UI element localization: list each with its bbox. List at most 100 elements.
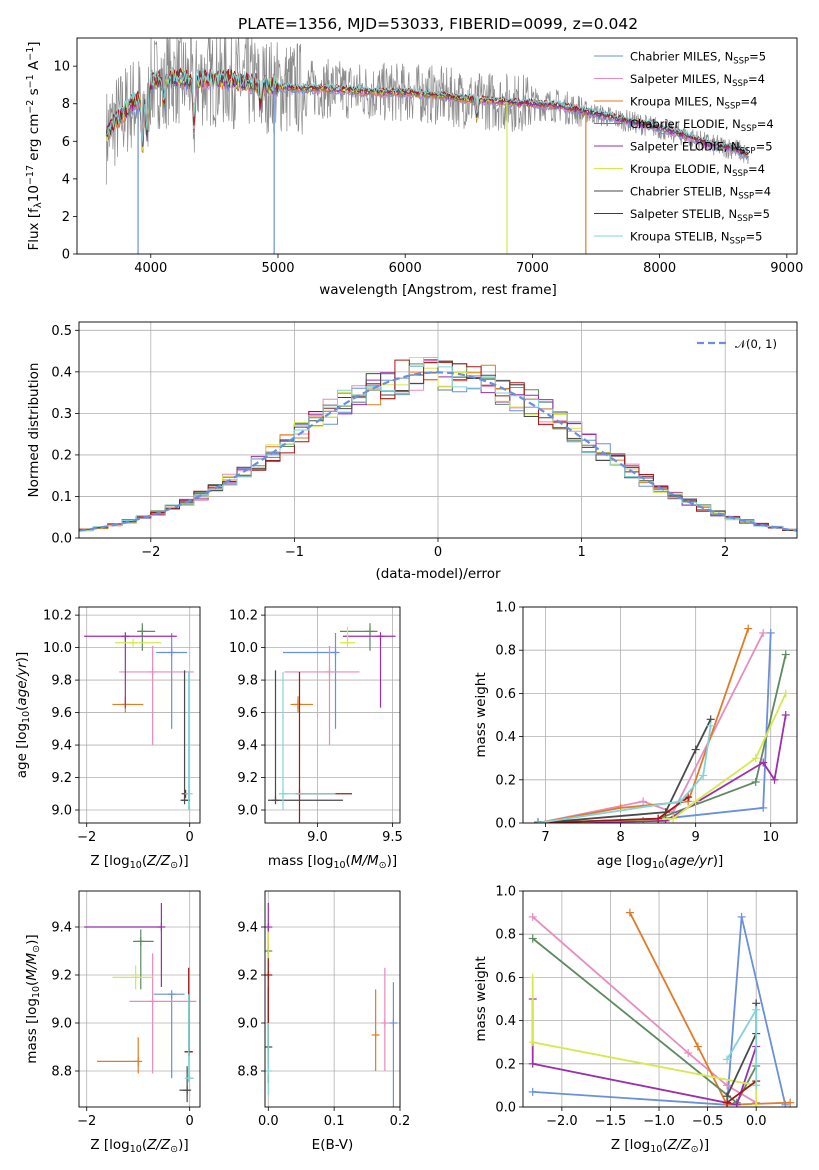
errorbar-point-2	[371, 989, 380, 1071]
x-tick-label: 10	[762, 830, 779, 845]
legend-entry: Chabrier STELIB, NSSP=4	[630, 185, 771, 202]
plot-area	[84, 903, 197, 1103]
x-axis-label-part: (	[662, 1137, 667, 1153]
y-tick-label: 9.6	[51, 706, 72, 721]
legend-entry: Chabrier ELODIE, NSSP=4	[630, 117, 774, 134]
weight-line-1	[532, 916, 757, 1104]
x-tick-label: 0.0	[746, 1114, 767, 1129]
x-axis-label-part: (	[664, 853, 669, 869]
x-axis-label-part: (	[142, 1137, 147, 1153]
y-tick-label: 0.6	[495, 971, 516, 986]
x-tick-label: −1.5	[595, 1114, 627, 1129]
errorbar-point-3	[340, 623, 378, 651]
y-axis-label-part: 10	[21, 711, 32, 723]
y-tick-label: 8	[62, 97, 70, 112]
errorbar-point-8	[184, 994, 194, 1083]
legend-nssp: =5	[753, 207, 770, 221]
y-tick-label: 9.0	[51, 804, 72, 819]
y-axis-label-part: age/yr	[14, 661, 30, 706]
weight-line-0	[532, 916, 787, 1106]
legend-nssp: =5	[749, 50, 766, 64]
x-tick-label: −2	[141, 545, 160, 560]
y-tick-label: 10.0	[43, 641, 72, 656]
y-tick-label: 9.2	[237, 771, 258, 786]
panel-mass_vs_Z: −2 08.89.09.29.4Z [log10(Z/Z⊙)]mass [log1…	[24, 890, 201, 1155]
errorbar-point-8	[279, 671, 336, 811]
panel-residuals: −2 −1 0 1 2 0.0 0.1 0.2 0.3 0.4 0.5 (data-model)/er…	[26, 321, 798, 582]
y-tick-label: 0.5	[51, 324, 72, 339]
x-axis-label-part: )]	[699, 1137, 710, 1153]
histogram-5	[79, 357, 797, 532]
x-axis-label-part: 10	[650, 1144, 662, 1155]
y-axis-label-part: ]	[26, 41, 42, 46]
y-tick-label: 0.0	[51, 532, 72, 547]
x-axis-label-part: Z [log	[611, 1137, 650, 1153]
axes-frame	[78, 890, 201, 1108]
weight-line-2	[629, 912, 791, 1106]
x-axis-label: E(B-V)	[312, 1137, 354, 1153]
x-axis-label-part: (	[346, 853, 351, 869]
errorbar-point-1	[380, 967, 389, 1071]
figure-title: PLATE=1356, MJD=53033, FIBERID=0099, z=0…	[238, 15, 638, 33]
x-axis-label-part: Z/Z	[146, 1137, 171, 1153]
legend-entry: Salpeter MILES, NSSP=4	[630, 72, 765, 89]
y-axis-label-part: age [log	[14, 723, 30, 778]
x-axis-label-part: ⊙	[379, 860, 387, 871]
legend-label: Salpeter ELODIE, N	[630, 140, 740, 154]
x-axis-label: Z [log10(Z/Z⊙)]	[90, 1137, 188, 1155]
y-axis-label-part: λ	[33, 202, 44, 208]
x-tick-label: 0.2	[390, 1114, 411, 1129]
y-axis-label-part: 10	[31, 986, 42, 998]
x-axis-label: Z [log10(Z/Z⊙)]	[611, 1137, 709, 1155]
x-axis-label-part: mass [log	[268, 853, 334, 869]
y-tick-label: 0.4	[495, 1014, 516, 1029]
legend-label: Chabrier STELIB, N	[630, 185, 738, 199]
y-tick-label: 9.0	[237, 804, 258, 819]
y-tick-label: 9.2	[237, 969, 258, 984]
errorbar-point-4	[84, 632, 177, 708]
legend-label: Kroupa MILES, N	[630, 95, 725, 109]
x-axis-label-part: Z/Z	[667, 1137, 692, 1153]
axes-frame	[76, 37, 798, 255]
errorbar-point-1	[129, 953, 197, 1074]
x-tick-label: 0	[186, 830, 194, 845]
y-axis-label: Flux [fλ10−17 erg cm−2 s−1 A−1]	[25, 41, 45, 250]
legend-subscript: SSP	[730, 237, 746, 247]
x-tick-label: 9000	[770, 261, 803, 276]
legend-subscript: SSP	[737, 214, 753, 224]
legend-label: Salpeter STELIB, N	[630, 207, 737, 221]
errorbar-point-3	[133, 929, 154, 990]
x-axis-label-part: Z [log	[90, 853, 129, 869]
errorbar-point-8	[184, 671, 193, 811]
legend-nssp: =4	[754, 185, 771, 199]
legend-nssp: =4	[740, 95, 757, 109]
x-axis-label-part: ⊙	[691, 1144, 699, 1155]
y-tick-label: 0.4	[495, 730, 516, 745]
legend-subscript: SSP	[732, 169, 748, 179]
weight-line-5	[531, 977, 758, 1105]
legend-nssp: =5	[756, 140, 773, 154]
legend-subscript: SSP	[733, 57, 749, 67]
y-axis-label-part: s	[26, 88, 42, 99]
legend-label: Chabrier MILES, N	[630, 50, 733, 64]
legend-entry: Kroupa STELIB, NSSP=5	[630, 230, 762, 247]
legend-nssp: =4	[757, 117, 774, 131]
x-tick-label: −1.0	[643, 1114, 675, 1129]
panel-age_vs_mass: 9.0 9.5 9.0 9.2 9.4 9.6 9.8 10.0 10.2 mass [log10…	[229, 606, 403, 871]
normal-reference-curve	[79, 371, 797, 532]
x-tick-label: −2	[77, 830, 96, 845]
axes-frame	[522, 890, 798, 1108]
x-axis-label: wavelength [Angstrom, rest frame]	[319, 282, 557, 298]
y-axis-label-part: 10	[26, 185, 42, 202]
legend-nssp: =5	[745, 230, 762, 244]
y-axis-label-part: )]	[14, 652, 30, 663]
y-tick-label: 9.8	[237, 674, 258, 689]
y-tick-label: 10.0	[229, 641, 258, 656]
panel-spectrum: 4000 5000 6000 7000 8000 9000 0 2 4 6 8 10 wavelengt…	[25, 37, 803, 298]
y-tick-label: 1.0	[495, 885, 516, 900]
legend-nssp: =4	[748, 72, 765, 86]
errorbar-point-5	[115, 638, 162, 647]
x-tick-label: 0.1	[324, 1114, 345, 1129]
y-axis-label: mass weight	[473, 956, 489, 1041]
